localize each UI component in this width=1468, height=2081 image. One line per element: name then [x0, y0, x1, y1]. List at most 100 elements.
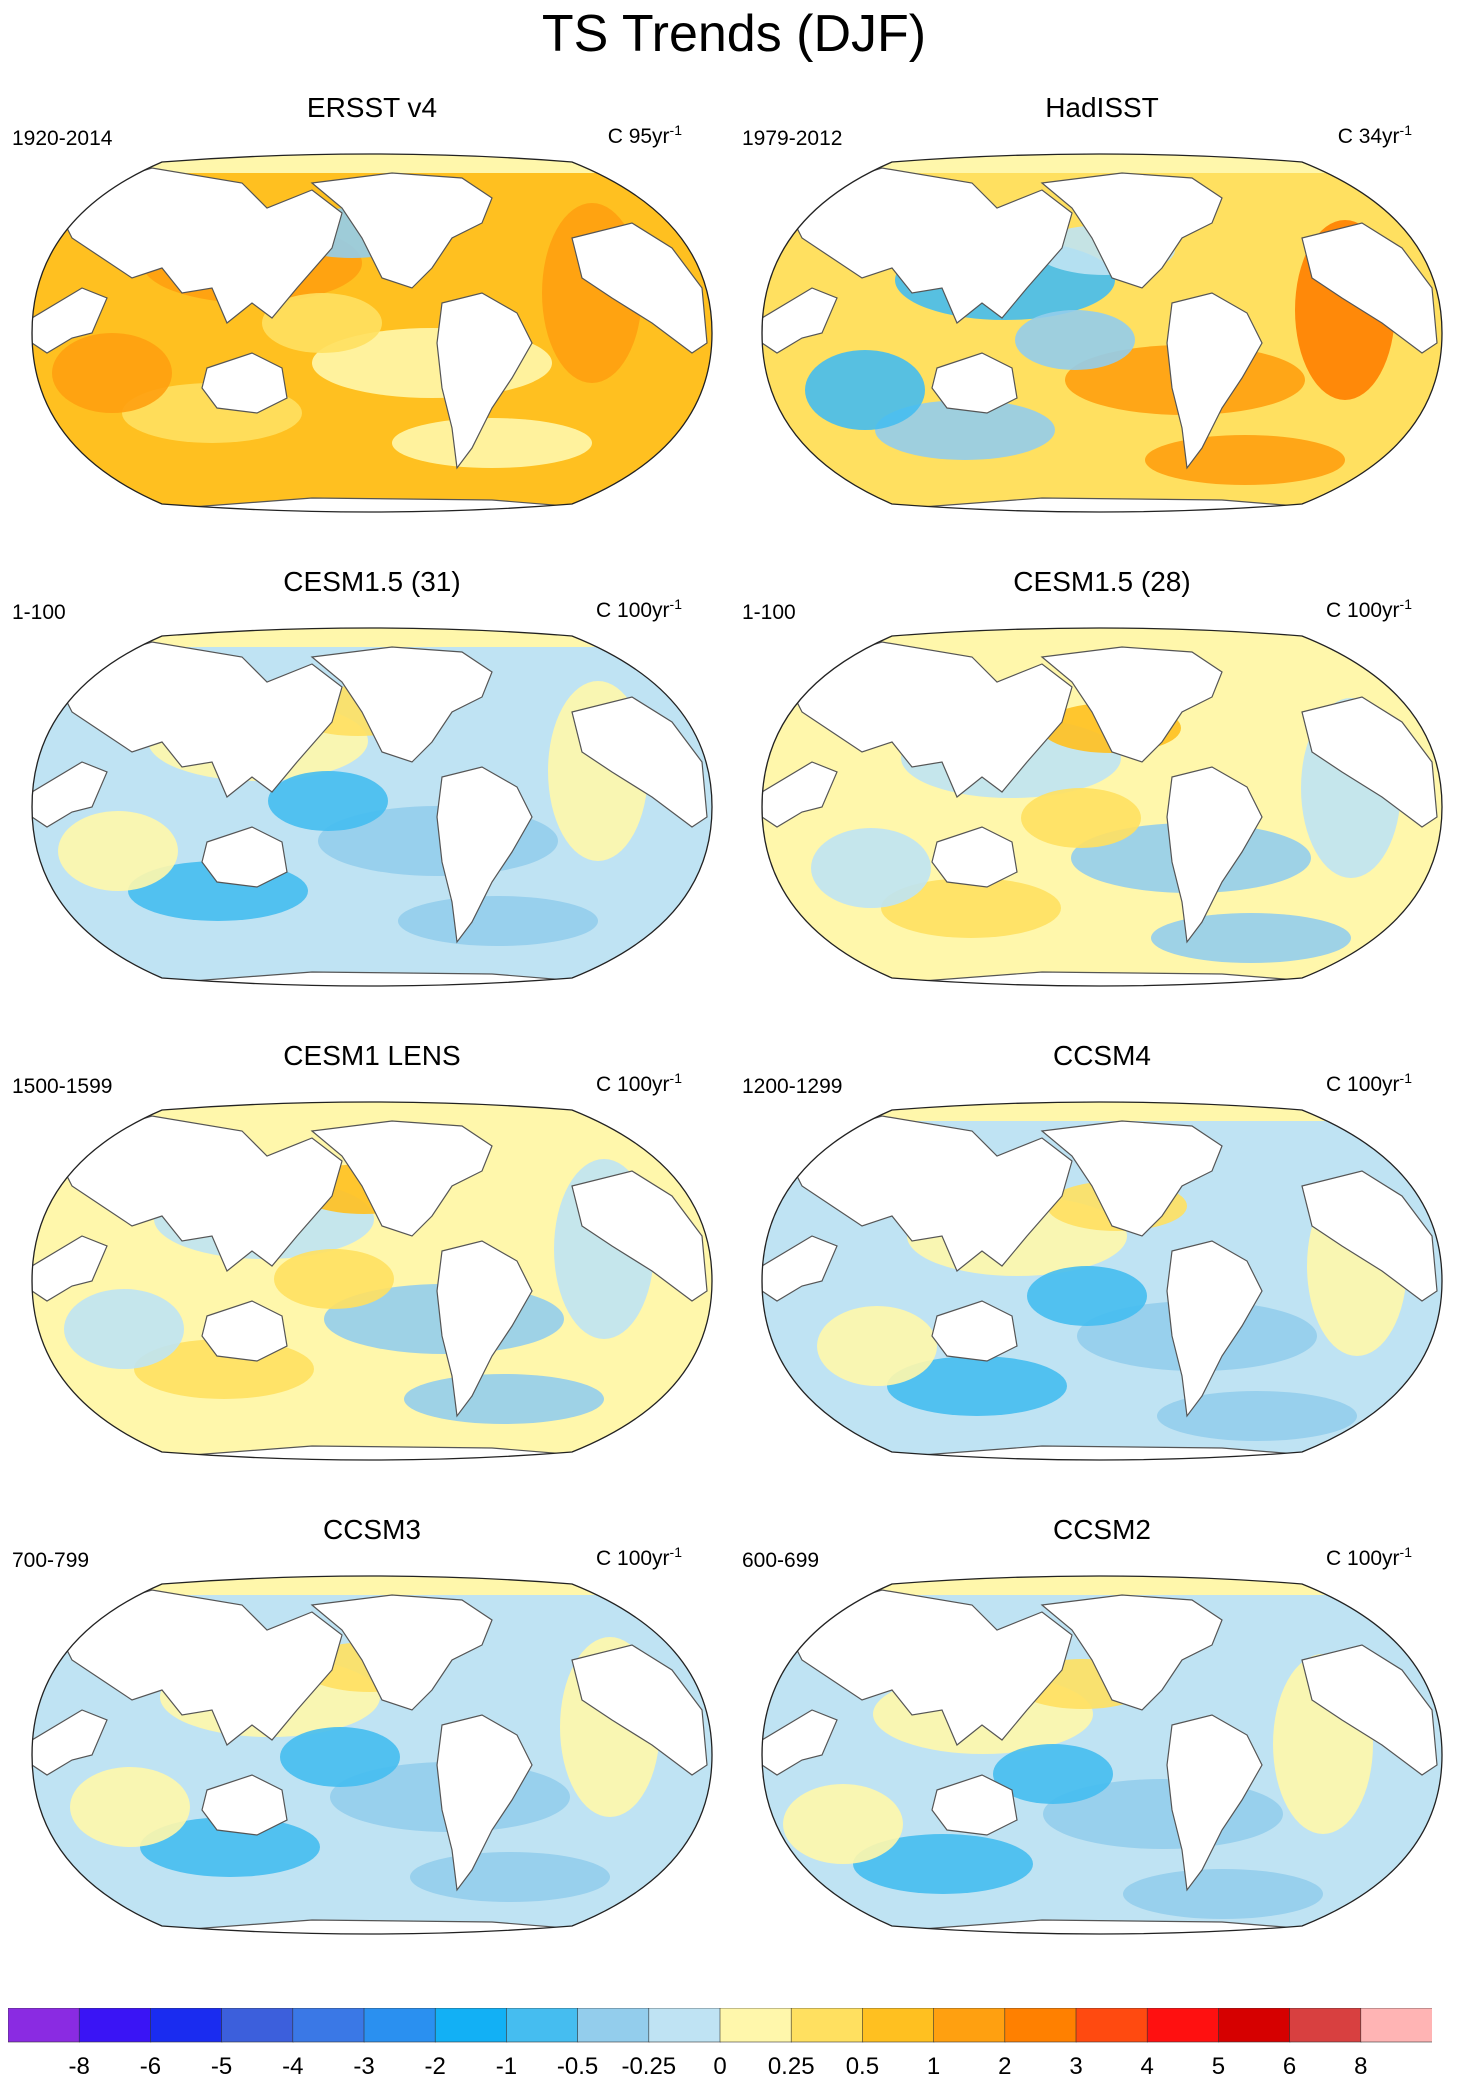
panel-years: 600-699	[742, 1549, 820, 1572]
colorbar-label: 0.25	[767, 2053, 815, 2080]
anomaly-region	[268, 771, 388, 831]
colorbar-swatch	[292, 2008, 365, 2043]
land-eurasia	[51, 167, 343, 324]
map-panel: CESM1.5 (28) 1-100 C 100yr-1	[742, 566, 1462, 1036]
panel-years: 1500-1599	[12, 1075, 113, 1098]
anomaly-region	[410, 1852, 610, 1902]
colorbar-label: -3	[353, 2053, 375, 2080]
colorbar-swatch	[363, 2008, 436, 2043]
land-africa	[1301, 1644, 1438, 1776]
colorbar-swatch	[434, 2008, 508, 2043]
land-south-america	[1166, 292, 1263, 470]
map-outline	[31, 1575, 713, 1935]
land-eurasia	[781, 167, 1073, 324]
land-eurasia	[781, 1589, 1073, 1746]
colorbar-label: 8	[1354, 2053, 1368, 2080]
land-africa-edge	[32, 1709, 108, 1776]
land-australia	[201, 352, 288, 414]
colorbar-label: 0	[713, 2053, 727, 2080]
anomaly-region	[1123, 1869, 1323, 1919]
arctic-band	[762, 628, 1442, 647]
panel-title: CESM1.5 (28)	[1013, 566, 1191, 597]
land-africa	[571, 1170, 708, 1302]
colorbar-swatch	[1289, 2008, 1362, 2043]
colorbar-swatch	[1004, 2008, 1077, 2043]
land-africa	[571, 696, 708, 828]
colorbar-swatch	[719, 2008, 792, 2043]
anomaly-region	[70, 1767, 190, 1847]
anomaly-region	[853, 1834, 1033, 1894]
anomaly-region	[64, 1289, 184, 1369]
arctic-band	[762, 1102, 1442, 1121]
land-australia	[201, 826, 288, 888]
land-australia	[931, 352, 1018, 414]
map-outline	[31, 153, 713, 513]
world-map	[31, 1101, 713, 1461]
land-africa-edge	[762, 1709, 838, 1776]
arctic-band	[32, 1576, 712, 1595]
land-australia	[931, 1774, 1018, 1836]
map-panel: CESM1 LENS 1500-1599 C 100yr-1	[12, 1040, 732, 1510]
colorbar-label: 2	[998, 2053, 1012, 2080]
anomaly-region	[1027, 1266, 1147, 1326]
panel-units: C 100yr-1	[1326, 596, 1412, 622]
map-outline	[761, 627, 1443, 987]
land-south-america	[436, 1240, 533, 1418]
land-north-america	[310, 1120, 493, 1237]
colorbar-swatch	[1360, 2008, 1432, 2043]
land-south-america	[1166, 766, 1263, 944]
colorbar-swatch	[1146, 2008, 1220, 2043]
map-outline	[761, 153, 1443, 513]
figure-title: TS Trends (DJF)	[541, 5, 927, 63]
panel-units: C 100yr-1	[596, 596, 682, 622]
map-panel: CCSM4 1200-1299 C 100yr-1	[742, 1040, 1462, 1510]
land-africa-edge	[762, 287, 838, 354]
arctic-band	[32, 154, 712, 173]
land-africa	[1301, 1170, 1438, 1302]
world-map	[761, 1101, 1443, 1461]
world-map	[31, 627, 713, 987]
land-south-america	[436, 292, 533, 470]
panel-title: CCSM4	[1052, 1040, 1151, 1071]
map-panel: ERSST v4 1920-2014 C 95yr-1	[12, 92, 732, 562]
anomaly-region	[392, 418, 592, 468]
land-africa-edge	[32, 1235, 108, 1302]
colorbar-swatch	[862, 2008, 935, 2043]
anomaly-region	[52, 333, 172, 413]
colorbar-label: -8	[68, 2053, 90, 2080]
land-south-america	[1166, 1714, 1263, 1892]
panel-title: HadISST	[1045, 92, 1159, 123]
map-panel: CESM1.5 (31) 1-100 C 100yr-1	[12, 566, 732, 1036]
map-outline	[31, 627, 713, 987]
land-north-america	[310, 1594, 493, 1711]
world-map	[761, 1575, 1443, 1935]
land-eurasia	[781, 1115, 1073, 1272]
panel-units: C 100yr-1	[596, 1070, 682, 1096]
map-outline	[31, 1101, 713, 1461]
arctic-band	[32, 1102, 712, 1121]
land-africa-edge	[32, 287, 108, 354]
anomaly-region	[262, 293, 382, 353]
colorbar	[8, 2008, 1432, 2043]
arctic-band	[762, 154, 1442, 173]
land-north-america	[310, 172, 493, 289]
panel-units: C 100yr-1	[1326, 1070, 1412, 1096]
panel-title: CCSM3	[322, 1514, 421, 1545]
colorbar-label: 6	[1282, 2053, 1297, 2080]
panel-years: 1979-2012	[742, 127, 843, 150]
colorbar-label: 1	[926, 2053, 941, 2080]
world-map	[31, 153, 713, 513]
colorbar-swatch	[221, 2008, 294, 2043]
anomaly-region	[1015, 310, 1135, 370]
colorbar-label: 4	[1140, 2053, 1154, 2080]
anomaly-region	[817, 1306, 937, 1386]
anomaly-region	[404, 1374, 604, 1424]
colorbar-label: -6	[139, 2053, 162, 2080]
anomaly-region	[881, 878, 1061, 938]
colorbar-label: -4	[282, 2053, 304, 2080]
panel-years: 1-100	[742, 601, 796, 624]
land-south-america	[436, 1714, 533, 1892]
panel-years: 700-799	[12, 1549, 90, 1572]
panel-title: CESM1 LENS	[283, 1040, 461, 1071]
anomaly-region	[1157, 1391, 1357, 1441]
